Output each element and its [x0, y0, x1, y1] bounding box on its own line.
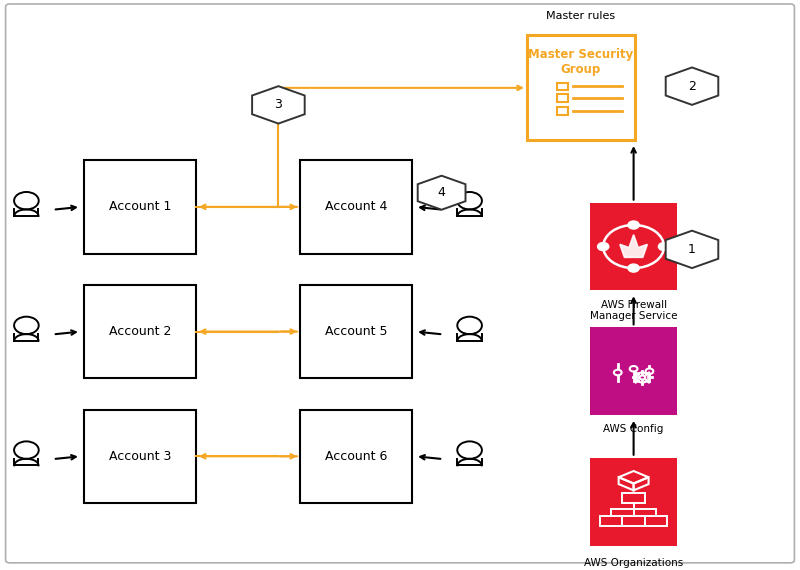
Bar [622, 494, 645, 503]
FancyBboxPatch shape [6, 4, 794, 563]
Text: Master rules: Master rules [546, 11, 615, 21]
Circle shape [14, 317, 38, 334]
Bar [558, 83, 568, 90]
Bar [590, 327, 677, 415]
Bar [558, 107, 568, 115]
Bar [300, 409, 412, 503]
Bar [645, 516, 667, 526]
Bar [526, 35, 635, 140]
Bar [84, 285, 196, 378]
Bar [590, 458, 677, 545]
Bar [300, 285, 412, 378]
Text: 2: 2 [688, 80, 696, 93]
Text: AWS Firewall
Manager Service: AWS Firewall Manager Service [590, 300, 678, 321]
Circle shape [14, 192, 38, 209]
Polygon shape [666, 67, 718, 105]
Bar [558, 94, 568, 101]
Text: Account 6: Account 6 [325, 450, 387, 463]
Bar [622, 516, 645, 526]
Circle shape [458, 192, 482, 209]
Text: 3: 3 [274, 99, 282, 111]
Circle shape [614, 370, 622, 375]
Circle shape [630, 366, 638, 372]
Polygon shape [252, 86, 305, 124]
Circle shape [646, 369, 654, 374]
Text: AWS Config: AWS Config [603, 424, 664, 434]
Polygon shape [418, 176, 466, 210]
Bar [600, 516, 622, 526]
Bar [590, 202, 677, 291]
Polygon shape [620, 235, 647, 257]
Circle shape [658, 243, 670, 250]
Text: Account 5: Account 5 [325, 325, 387, 338]
Bar [300, 160, 412, 254]
Text: Account 1: Account 1 [109, 201, 171, 213]
Text: 4: 4 [438, 186, 446, 199]
Circle shape [458, 441, 482, 459]
Circle shape [458, 317, 482, 334]
Circle shape [598, 243, 609, 250]
Text: Master Security
Group: Master Security Group [528, 48, 634, 76]
Polygon shape [666, 231, 718, 268]
Text: 1: 1 [688, 243, 696, 256]
Text: Account 2: Account 2 [109, 325, 171, 338]
Bar [84, 409, 196, 503]
Bar [84, 160, 196, 254]
Text: Account 3: Account 3 [109, 450, 171, 463]
Text: Account 4: Account 4 [325, 201, 387, 213]
Text: AWS Organizations: AWS Organizations [584, 558, 683, 568]
Circle shape [14, 441, 38, 459]
Circle shape [628, 221, 639, 229]
Circle shape [628, 264, 639, 272]
